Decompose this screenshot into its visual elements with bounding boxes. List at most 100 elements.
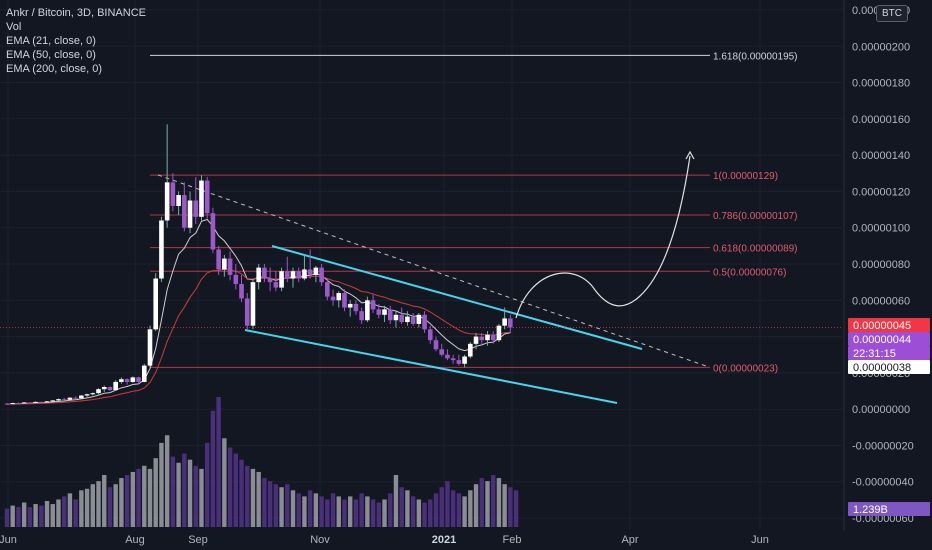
- fib-label: 1.618(0.00000195): [713, 51, 798, 62]
- volume-bar: [348, 496, 353, 527]
- volume-bar: [170, 456, 176, 527]
- volume-bar: [176, 462, 181, 527]
- volume-bar: [433, 493, 439, 527]
- trend-drawings[interactable]: [0, 150, 842, 404]
- candle-body: [307, 269, 313, 275]
- volume-bar: [239, 459, 244, 527]
- indicator-vol[interactable]: Vol: [6, 21, 22, 33]
- volume-bar: [33, 504, 38, 527]
- y-tick-label: 0.00000180: [852, 78, 910, 90]
- candle-body: [330, 296, 336, 301]
- volume-bar: [84, 488, 90, 527]
- candle-body: [107, 387, 113, 391]
- y-tick-label: 0.00000140: [852, 150, 910, 162]
- volume-bar: [285, 484, 290, 527]
- candlestick-series: [4, 124, 513, 405]
- volume-bar: [256, 471, 261, 527]
- candle-body: [176, 195, 181, 206]
- candle-body: [279, 271, 284, 288]
- candle-body: [382, 309, 387, 315]
- currency-button[interactable]: BTC: [876, 5, 908, 22]
- volume-bar: [428, 499, 433, 527]
- candle-body: [256, 267, 261, 283]
- volume-bar: [153, 458, 158, 527]
- volume-bar: [96, 481, 101, 527]
- volume-bar: [56, 499, 61, 527]
- volume-bar: [439, 487, 444, 527]
- volume-bar: [136, 468, 141, 527]
- x-tick-label: Aug: [125, 534, 145, 546]
- chart-grid: [0, 0, 842, 530]
- candle-body: [445, 354, 450, 359]
- volume-bar: [27, 507, 33, 527]
- candle-body: [342, 293, 347, 308]
- candle-body: [136, 377, 141, 382]
- price-tags: 0.00000045 0.00000044 22:31:15 0.00000038 1.…: [848, 318, 930, 516]
- volume-bar: [468, 490, 473, 527]
- candle-body: [485, 334, 490, 341]
- candle-body: [239, 283, 244, 299]
- volume-bar: [67, 493, 73, 527]
- volume-bar: [513, 490, 519, 527]
- volume-bar: [222, 438, 227, 527]
- countdown-tag-bg: [848, 346, 930, 360]
- volume-bar: [187, 459, 193, 527]
- volume-bar: [21, 502, 27, 527]
- y-tick-label: -0.00000040: [852, 477, 914, 489]
- candle-body: [473, 336, 479, 344]
- volume-bar: [342, 499, 347, 527]
- x-tick-label: Sep: [188, 534, 208, 546]
- candle-body: [508, 318, 513, 328]
- candle-body: [267, 278, 273, 283]
- indicator-ema-200[interactable]: EMA (200, close, 0): [6, 63, 102, 75]
- volume-bar: [79, 490, 84, 527]
- candle-body: [164, 182, 170, 221]
- candle-body: [216, 249, 221, 270]
- candle-body: [427, 329, 433, 341]
- candle-body: [439, 349, 445, 355]
- time-axis[interactable]: Jun Aug Sep Nov 2021 Feb Apr Jun: [0, 534, 769, 546]
- candle-body: [96, 389, 101, 394]
- volume-bar: [107, 487, 113, 527]
- volume-bar: [456, 493, 462, 527]
- candle-body: [262, 267, 267, 279]
- symbol-title[interactable]: Ankr / Bitcoin, 3D, BINANCE: [6, 7, 146, 19]
- volume-bar: [273, 484, 279, 527]
- candle-body: [227, 258, 233, 275]
- volume-bar: [376, 502, 381, 527]
- x-tick-label: Feb: [503, 534, 522, 546]
- volume-bar: [250, 468, 256, 527]
- volume-bar: [399, 487, 404, 527]
- x-tick-label: Apr: [621, 534, 638, 546]
- volume-bar: [359, 493, 364, 527]
- fibonacci-levels[interactable]: 1.618(0.00000195) 1(0.00000129) 0.786(0.00…: [150, 51, 798, 374]
- candle-body: [302, 269, 307, 279]
- volume-bar: [307, 490, 313, 527]
- volume-bar: [16, 507, 21, 527]
- price-axis[interactable]: 0.000002200.000002000.000001800.00000160…: [843, 0, 914, 530]
- volume-bar: [319, 496, 324, 527]
- candle-body: [313, 267, 319, 275]
- volume-bar: [90, 484, 95, 527]
- candle-body: [376, 309, 382, 315]
- candle-body: [502, 318, 507, 326]
- volume-bar: [296, 493, 301, 527]
- volume-bar: [164, 435, 170, 527]
- candle-body: [353, 303, 359, 312]
- indicator-ema-21[interactable]: EMA (21, close, 0): [6, 35, 96, 47]
- candle-body: [119, 379, 124, 382]
- low-price-tag-bg: [848, 360, 930, 374]
- volume-bar: [353, 499, 359, 527]
- candle-body: [387, 309, 393, 321]
- volume-tag: 1.239B: [853, 504, 888, 516]
- candle-body: [244, 298, 250, 326]
- volume-bar: [462, 496, 467, 527]
- volume-bar: [124, 475, 130, 527]
- indicator-ema-50[interactable]: EMA (50, close, 0): [6, 49, 96, 61]
- volume-bar: [450, 490, 456, 527]
- volume-bar: [205, 442, 210, 527]
- candle-body: [101, 387, 107, 390]
- volume-bar: [4, 508, 10, 527]
- volume-bar: [39, 505, 44, 527]
